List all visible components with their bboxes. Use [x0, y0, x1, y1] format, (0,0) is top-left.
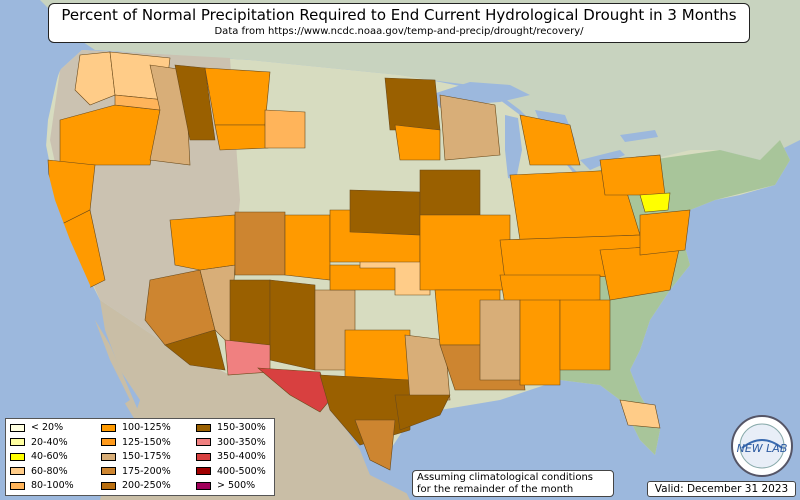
- region-tx-trans-pecos: [257, 367, 331, 413]
- legend-swatch: [101, 438, 116, 447]
- legend-swatch: [196, 423, 211, 432]
- legend-label: 200-250%: [122, 480, 171, 492]
- region-wa-west: [74, 51, 116, 106]
- legend-swatch: [10, 481, 25, 490]
- legend-label: < 20%: [31, 422, 64, 433]
- assumption-note: Assuming climatological conditions for t…: [412, 470, 614, 497]
- legend-item: 150-175%: [101, 451, 171, 463]
- region-nm-west: [229, 279, 271, 346]
- legend-item: 150-300%: [196, 422, 266, 434]
- region-wi: [439, 94, 501, 161]
- legend-item: 350-400%: [196, 451, 266, 463]
- region-mt-central: [204, 67, 271, 126]
- legend-swatch: [101, 481, 116, 490]
- region-ms: [479, 299, 521, 381]
- legend: < 20% 20-40% 40-60% 60-80% 80-100% 100-125% 12…: [5, 418, 275, 496]
- legend-item: 200-250%: [101, 480, 171, 492]
- legend-item: 40-60%: [10, 451, 68, 463]
- legend-swatch: [196, 438, 211, 447]
- region-wy: [264, 109, 306, 149]
- legend-label: 100-125%: [122, 422, 171, 433]
- region-ut: [169, 214, 236, 271]
- region-nm-east: [269, 279, 316, 371]
- legend-label: 150-300%: [217, 422, 266, 433]
- map-subtitle: Data from https://www.ncdc.noaa.gov/temp…: [214, 26, 584, 37]
- legend-label: 175-200%: [122, 465, 171, 477]
- region-tx-south: [354, 419, 396, 471]
- legend-swatch: [196, 481, 211, 490]
- note-line-2: for the remainder of the month: [417, 484, 574, 495]
- valid-date: Valid: December 31 2023: [647, 481, 796, 497]
- legend-swatch: [196, 452, 211, 461]
- legend-swatch: [10, 423, 25, 432]
- lake-ontario: [620, 130, 658, 142]
- region-tx-east: [404, 334, 451, 401]
- legend-item: < 20%: [10, 422, 63, 434]
- legend-label: 60-80%: [31, 465, 68, 477]
- legend-swatch: [10, 467, 25, 476]
- region-co-west: [234, 211, 286, 276]
- legend-swatch: [101, 467, 116, 476]
- new-lab-logo-icon: NEW LAB: [731, 415, 793, 477]
- region-mi: [519, 114, 581, 166]
- map-title: Percent of Normal Precipitation Required…: [61, 6, 737, 24]
- drought-regions: [47, 51, 691, 471]
- legend-item: 20-40%: [10, 437, 68, 449]
- legend-label: 400-500%: [217, 465, 266, 477]
- legend-swatch: [10, 438, 25, 447]
- region-ok-west: [329, 264, 401, 291]
- region-mn-south: [394, 124, 441, 161]
- region-ne: [349, 189, 421, 236]
- legend-swatch: [101, 423, 116, 432]
- legend-label: 150-175%: [122, 451, 171, 463]
- region-il-mo: [419, 214, 511, 291]
- region-ia: [419, 169, 481, 216]
- legend-item: 100-125%: [101, 422, 171, 434]
- title-box: Percent of Normal Precipitation Required…: [48, 3, 750, 43]
- region-mt-west: [174, 64, 216, 141]
- region-mt-east: [214, 124, 269, 151]
- legend-label: 125-150%: [122, 436, 171, 448]
- region-mn: [384, 77, 441, 131]
- legend-item: 400-500%: [196, 466, 266, 478]
- region-co-east: [284, 214, 331, 281]
- region-pa: [599, 154, 666, 196]
- region-va: [639, 209, 691, 256]
- legend-label: 300-350%: [217, 436, 266, 448]
- region-al: [519, 299, 561, 386]
- pacific-cover: [0, 40, 130, 420]
- legend-swatch: [101, 452, 116, 461]
- region-fl: [619, 399, 661, 429]
- region-az-south: [164, 329, 226, 371]
- canada-land: [40, 0, 800, 175]
- legend-item: 60-80%: [10, 466, 68, 478]
- legend-label: 80-100%: [31, 480, 74, 492]
- region-md: [639, 192, 671, 213]
- legend-swatch: [196, 467, 211, 476]
- note-line-1: Assuming climatological conditions: [417, 472, 593, 483]
- legend-swatch: [10, 452, 25, 461]
- lake-michigan: [505, 115, 522, 180]
- legend-label: 40-60%: [31, 451, 68, 463]
- legend-item: > 500%: [196, 480, 255, 492]
- region-ga: [559, 299, 611, 371]
- legend-label: > 500%: [217, 480, 256, 492]
- legend-item: 80-100%: [10, 480, 74, 492]
- legend-label: 20-40%: [31, 436, 68, 448]
- legend-item: 175-200%: [101, 466, 171, 478]
- region-tx-coast: [394, 394, 451, 431]
- logo-text: NEW LAB: [737, 442, 788, 455]
- legend-item: 125-150%: [101, 437, 171, 449]
- legend-item: 300-350%: [196, 437, 266, 449]
- legend-label: 350-400%: [217, 451, 266, 463]
